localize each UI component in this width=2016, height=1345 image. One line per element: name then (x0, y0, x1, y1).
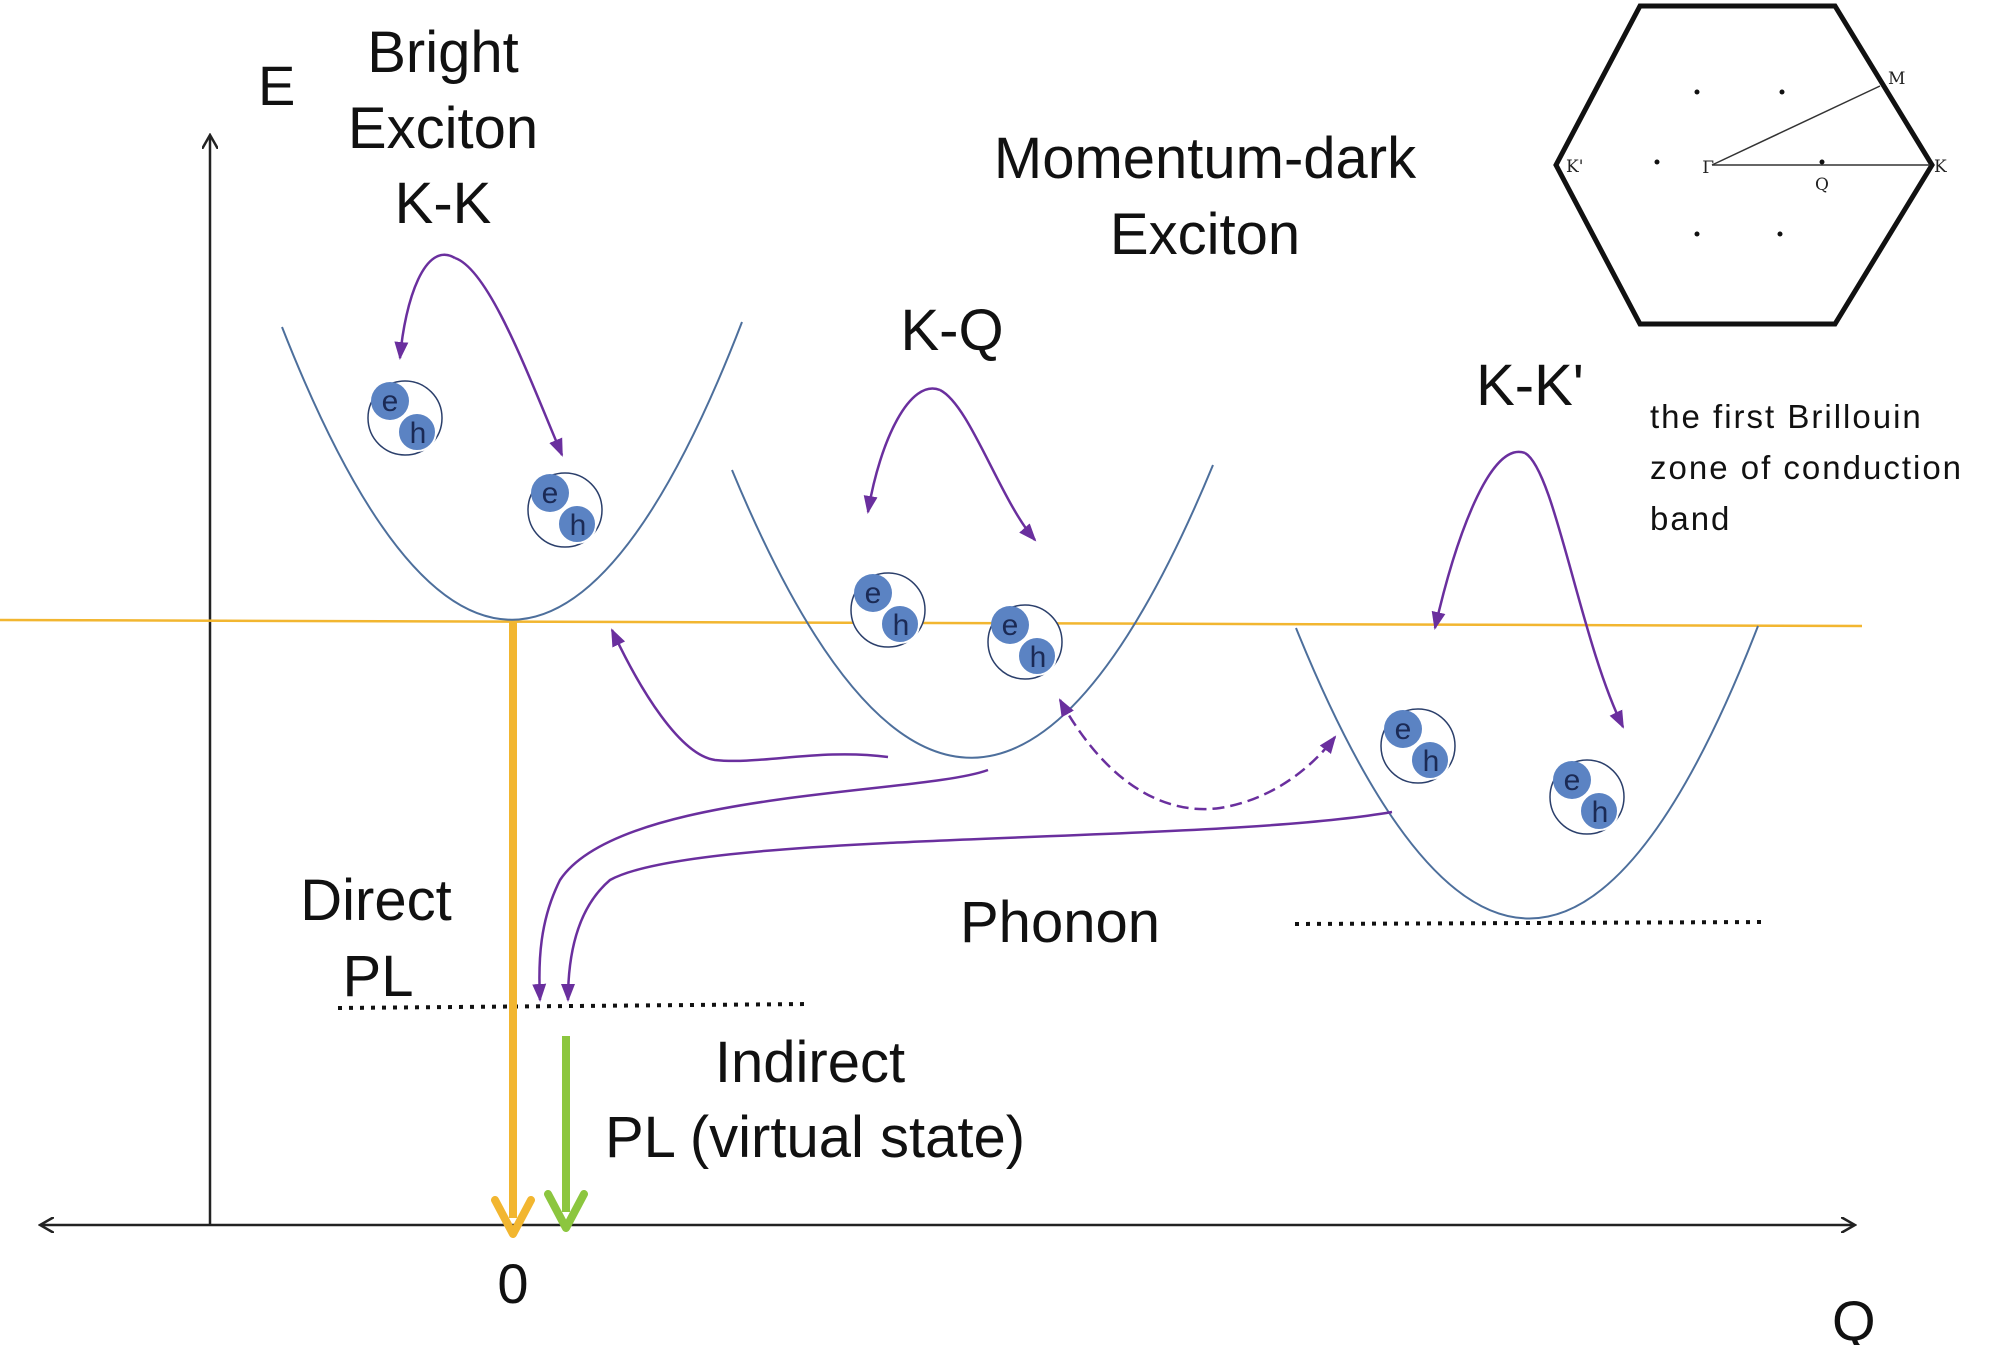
band-curve-kk (281, 321, 743, 621)
bz-dot (1654, 159, 1660, 165)
exciton-pair: eh (527, 472, 603, 548)
band-curve-kq (731, 464, 1214, 759)
arrow-kkprime-to-virtual-state (561, 810, 1393, 1002)
bz-caption-line2: zone of conduction (1650, 449, 1963, 486)
electron-label: e (1002, 609, 1019, 642)
electron-label: e (1395, 713, 1412, 746)
bz-dot (1777, 231, 1783, 237)
loop-arrow-kk-left (394, 253, 456, 360)
direct-pl-label-line1: Direct (300, 868, 451, 933)
electron (1553, 761, 1591, 799)
momentum-dark-label-line1: Momentum-dark (994, 126, 1417, 191)
hole-label: h (893, 609, 910, 642)
loop-arrow-kq-left (863, 387, 941, 514)
electron-label: e (542, 477, 559, 510)
brillouin-zone-hexagon (1553, 3, 1935, 327)
virtual-state-level (337, 1002, 809, 1010)
phonon-label: Phonon (960, 890, 1160, 955)
kkprime-minimum-level (1294, 920, 1769, 926)
bz-caption-line1: the first Brillouin (1650, 398, 1923, 435)
phonon-dashed-arrow (1058, 698, 1337, 811)
hole-label: h (1423, 745, 1440, 778)
bz-point-q: Q (1815, 175, 1829, 195)
bright-exciton-label-line2: Exciton (348, 96, 538, 161)
arrow-kq-to-kk (610, 628, 889, 763)
indirect-pl-label-line2: PL (virtual state) (605, 1105, 1025, 1170)
electron-label: e (865, 577, 882, 610)
bz-dot (1694, 89, 1700, 95)
bright-exciton-label-line3: K-K (395, 171, 492, 236)
band-curve-kkprime (1295, 625, 1759, 920)
hole-label: h (410, 417, 427, 450)
loop-arrow-kkprime-right (1524, 451, 1625, 729)
brillouin-zone-inset: K' Γ Q K M (1553, 3, 1947, 327)
origin-label: 0 (497, 1252, 528, 1315)
hole (1017, 636, 1057, 676)
bz-dot (1819, 159, 1825, 165)
bz-caption-line3: band (1650, 500, 1731, 537)
exciton-pair: eh (1380, 708, 1456, 784)
loop-arrow-kk-right (454, 256, 564, 457)
electron (854, 574, 892, 612)
hole (1579, 791, 1619, 831)
hole-label: h (1592, 796, 1609, 829)
electron (991, 606, 1029, 644)
hole (880, 604, 920, 644)
hole-label: h (570, 509, 587, 542)
direct-pl-label-line2: PL (343, 944, 414, 1009)
bz-point-k: K (1934, 157, 1947, 177)
arrow-kq-to-virtual-state (532, 768, 989, 1002)
momentum-dark-label-line2: Exciton (1110, 202, 1300, 267)
electron (371, 382, 409, 420)
kkprime-label: K-K' (1476, 353, 1584, 418)
hole (557, 504, 597, 544)
gamma-to-m-line (1711, 85, 1881, 166)
kq-label: K-Q (900, 298, 1003, 363)
bz-point-m: M (1888, 69, 1905, 89)
exciton-pair: eh (1549, 759, 1625, 835)
electron (531, 474, 569, 512)
bz-point-kprime: K' (1566, 157, 1583, 177)
exciton-pair: eh (987, 604, 1063, 680)
exciton-pair: eh (850, 572, 926, 648)
exciton-pair: eh (367, 380, 443, 456)
loop-arrow-kkprime-left (1431, 450, 1526, 630)
bz-point-gamma: Γ (1702, 158, 1714, 178)
hole (397, 412, 437, 452)
electron-label: e (382, 385, 399, 418)
bright-exciton-label-line1: Bright (367, 20, 519, 85)
bz-dot (1779, 89, 1785, 95)
electron-label: e (1564, 764, 1581, 797)
hole (1410, 740, 1450, 780)
indirect-pl-label-line1: Indirect (715, 1030, 905, 1095)
electron (1384, 710, 1422, 748)
hole-label: h (1030, 641, 1047, 674)
bz-dot (1694, 231, 1700, 237)
y-axis-label: E (258, 54, 295, 117)
loop-arrow-kq-right (939, 388, 1037, 542)
reference-energy-line (0, 618, 1863, 628)
x-axis-label: Q (1832, 1289, 1876, 1345)
